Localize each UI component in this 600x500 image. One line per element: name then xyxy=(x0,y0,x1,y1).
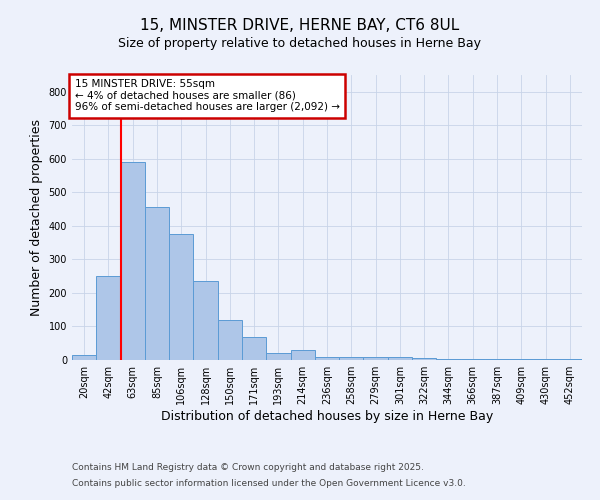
Bar xyxy=(266,354,290,360)
Bar xyxy=(364,358,388,360)
Bar xyxy=(96,276,121,360)
Text: Contains HM Land Registry data © Crown copyright and database right 2025.: Contains HM Land Registry data © Crown c… xyxy=(72,464,424,472)
Text: 15 MINSTER DRIVE: 55sqm
← 4% of detached houses are smaller (86)
96% of semi-det: 15 MINSTER DRIVE: 55sqm ← 4% of detached… xyxy=(74,80,340,112)
Text: Size of property relative to detached houses in Herne Bay: Size of property relative to detached ho… xyxy=(119,38,482,51)
Bar xyxy=(242,337,266,360)
Bar xyxy=(169,234,193,360)
Bar xyxy=(436,359,461,360)
Bar xyxy=(290,350,315,360)
Bar xyxy=(121,162,145,360)
Y-axis label: Number of detached properties: Number of detached properties xyxy=(30,119,43,316)
Bar xyxy=(388,356,412,360)
Bar xyxy=(72,355,96,360)
Bar xyxy=(145,208,169,360)
X-axis label: Distribution of detached houses by size in Herne Bay: Distribution of detached houses by size … xyxy=(161,410,493,423)
Bar xyxy=(412,358,436,360)
Text: 15, MINSTER DRIVE, HERNE BAY, CT6 8UL: 15, MINSTER DRIVE, HERNE BAY, CT6 8UL xyxy=(140,18,460,32)
Bar xyxy=(218,320,242,360)
Bar xyxy=(339,356,364,360)
Bar xyxy=(193,281,218,360)
Bar xyxy=(315,356,339,360)
Text: Contains public sector information licensed under the Open Government Licence v3: Contains public sector information licen… xyxy=(72,478,466,488)
